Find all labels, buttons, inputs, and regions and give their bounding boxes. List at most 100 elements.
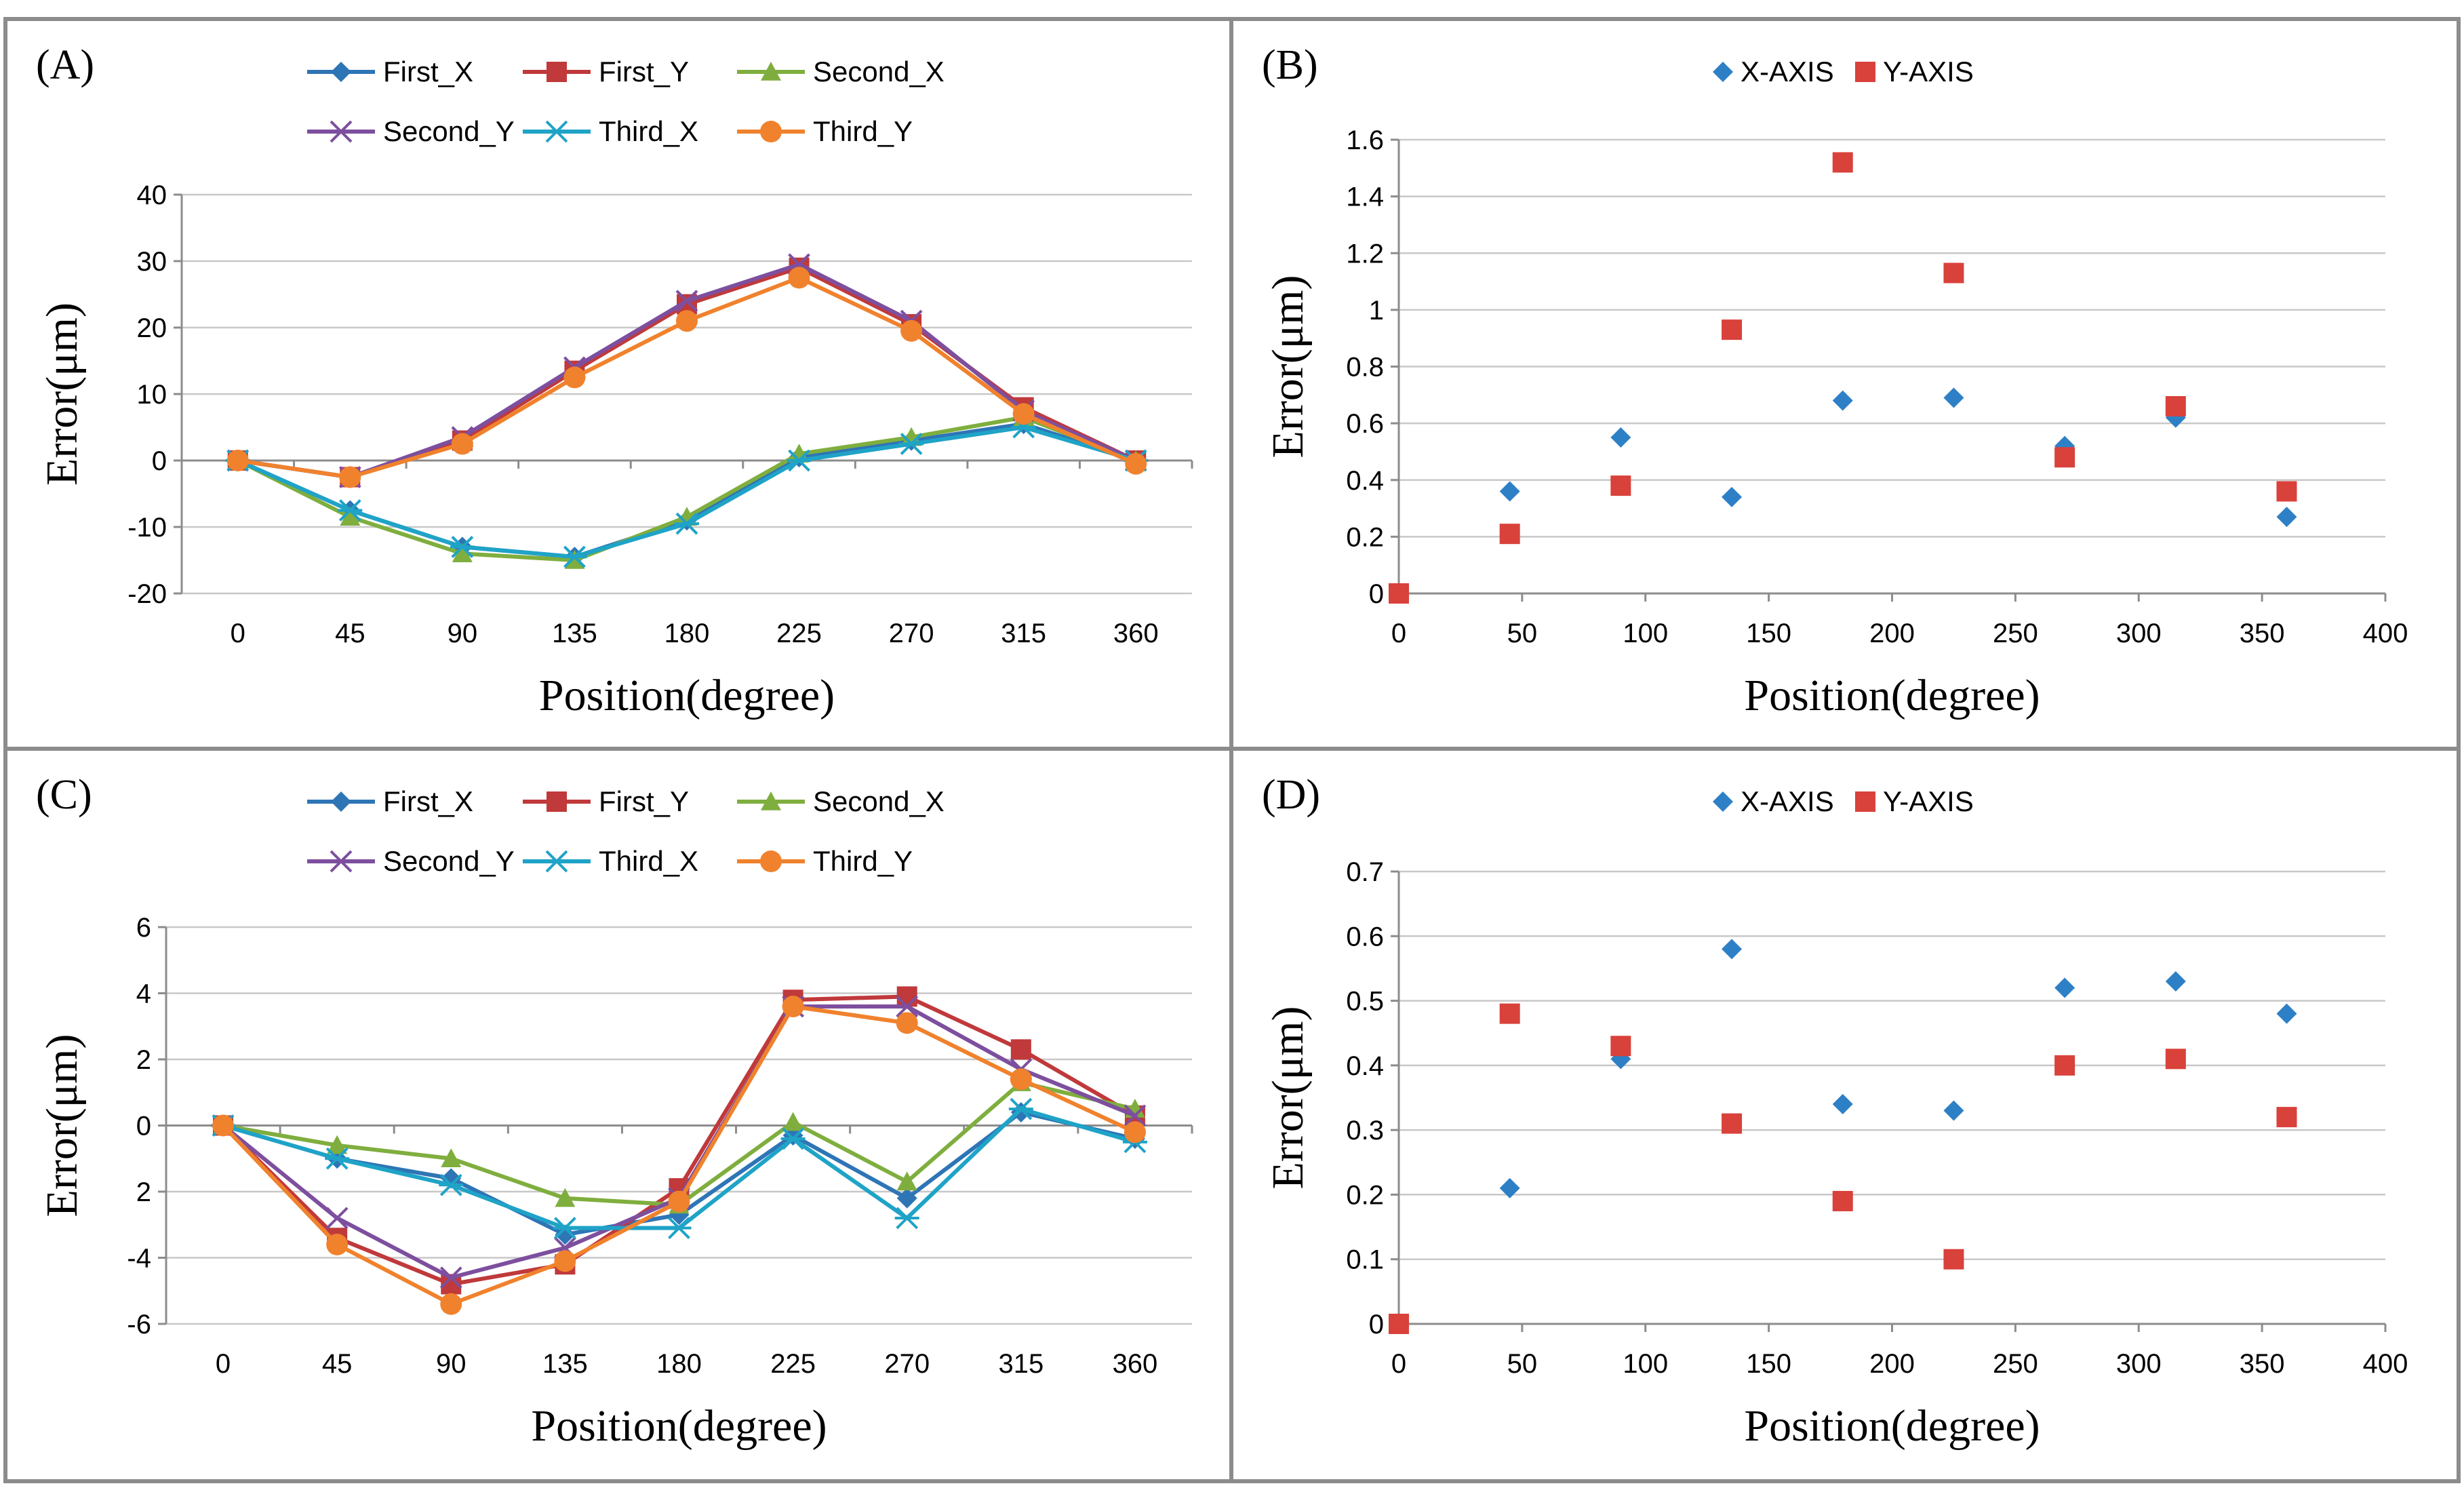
y-tick-label: 2 bbox=[136, 1177, 151, 1207]
data-point bbox=[1124, 1121, 1146, 1143]
y-tick-label: 0.6 bbox=[1346, 922, 1384, 952]
data-point bbox=[212, 1114, 235, 1137]
series-third-y bbox=[212, 996, 1146, 1315]
panel-b: (B) 0 0.2 0.4 0.6 0.8 1 1.2 1.4 1.6 0 50 100 150 200 25… bbox=[1229, 17, 2461, 751]
data-point bbox=[782, 1112, 803, 1131]
data-point bbox=[1124, 1104, 1147, 1127]
x-tick-label: 300 bbox=[2116, 1349, 2162, 1379]
x-tick-label: 0 bbox=[1391, 1349, 1406, 1379]
x-tick-label: 200 bbox=[1869, 1349, 1915, 1379]
y-tick-label: 0.8 bbox=[1346, 353, 1384, 383]
legend-label: Second_X bbox=[813, 56, 945, 87]
legend-item: Third_X bbox=[523, 845, 698, 877]
data-point bbox=[900, 319, 923, 342]
y-tick-label: 0.7 bbox=[1346, 857, 1384, 887]
data-point bbox=[1722, 486, 1743, 507]
data-point bbox=[1943, 387, 1964, 408]
data-point bbox=[896, 1012, 918, 1034]
x-tick-label: 350 bbox=[2240, 1349, 2285, 1379]
data-point bbox=[1010, 1068, 1032, 1091]
data-point bbox=[1722, 939, 1743, 960]
x-tick-label: 50 bbox=[1507, 619, 1538, 648]
x-tick-label: 100 bbox=[1623, 1349, 1668, 1379]
x-tick-label: 400 bbox=[2363, 619, 2408, 648]
y-tick-label: 0 bbox=[1369, 579, 1384, 609]
legend-label: Third_Y bbox=[813, 845, 913, 877]
data-point bbox=[668, 1190, 690, 1213]
x-tick-label: 400 bbox=[2363, 1349, 2408, 1379]
x-tick-label: 50 bbox=[1507, 1349, 1538, 1379]
legend-marker bbox=[1713, 62, 1733, 82]
data-point bbox=[675, 290, 698, 313]
y-tick-label: 30 bbox=[137, 247, 167, 277]
data-point bbox=[899, 433, 924, 455]
y-tick-label: 10 bbox=[137, 380, 167, 410]
x-tick-label: 300 bbox=[2116, 619, 2162, 648]
y-tick-label: 1.4 bbox=[1346, 182, 1384, 212]
x-tick-label: 225 bbox=[776, 619, 822, 648]
data-point bbox=[1610, 1036, 1631, 1057]
data-point bbox=[676, 310, 698, 332]
y-axis-title: Error(μm) bbox=[1263, 275, 1313, 458]
x-tick-label: 100 bbox=[1623, 619, 1668, 648]
data-point bbox=[896, 1188, 917, 1209]
data-point bbox=[226, 450, 249, 471]
y-tick-label: 0.4 bbox=[1346, 466, 1384, 496]
y-tick-label: 0.2 bbox=[1346, 522, 1384, 552]
x-tick-label: 90 bbox=[436, 1349, 466, 1379]
legend-label: X-AXIS bbox=[1741, 56, 1834, 87]
legend-label: Third_Y bbox=[813, 115, 913, 147]
panel-tag: (C) bbox=[36, 772, 92, 818]
legend-marker bbox=[544, 850, 569, 873]
legend-label: First_Y bbox=[599, 785, 689, 817]
y-tick-label: 0.2 bbox=[1346, 1180, 1384, 1210]
x-tick-label: 0 bbox=[1391, 619, 1406, 648]
legend-marker bbox=[544, 120, 569, 143]
series-y-axis bbox=[1389, 1003, 2297, 1334]
legend-item: Third_X bbox=[523, 115, 698, 147]
data-point bbox=[1610, 475, 1631, 496]
data-point bbox=[563, 366, 586, 389]
x-tick-label: 180 bbox=[656, 1349, 702, 1379]
legend-marker bbox=[760, 850, 782, 872]
data-point bbox=[1499, 1003, 1520, 1024]
legend-label: First_X bbox=[383, 56, 473, 87]
data-point bbox=[2054, 447, 2075, 468]
legend-marker bbox=[330, 120, 353, 143]
legend-item: Second_X bbox=[737, 785, 945, 817]
data-point bbox=[1610, 427, 1631, 448]
legend-marker bbox=[331, 791, 351, 812]
series-y-axis bbox=[1389, 152, 2297, 604]
x-tick-label: 360 bbox=[1113, 1349, 1158, 1379]
legend-item: Y-AXIS bbox=[1855, 56, 1974, 87]
legend-label: Second_Y bbox=[383, 115, 515, 147]
data-point bbox=[439, 1173, 464, 1196]
y-tick-label: -4 bbox=[127, 1244, 151, 1274]
legend-item: First_X bbox=[307, 56, 473, 87]
x-tick-label: 150 bbox=[1746, 619, 1791, 648]
panel-border bbox=[1229, 747, 2461, 1483]
x-tick-label: 350 bbox=[2240, 619, 2285, 648]
data-point bbox=[675, 512, 699, 535]
y-tick-label: 0.4 bbox=[1346, 1051, 1384, 1081]
legend-marker bbox=[1713, 791, 1733, 812]
data-point bbox=[1125, 452, 1147, 475]
panel-tag: (B) bbox=[1262, 42, 1318, 88]
legend-marker bbox=[547, 791, 567, 812]
x-tick-label: 150 bbox=[1746, 1349, 1791, 1379]
legend-label: X-AXIS bbox=[1741, 785, 1834, 817]
panel-tag: (D) bbox=[1262, 772, 1320, 818]
data-point bbox=[439, 1266, 462, 1289]
data-point bbox=[2165, 971, 2186, 992]
legend-marker bbox=[760, 121, 782, 142]
x-tick-label: 270 bbox=[884, 1349, 930, 1379]
x-tick-label: 45 bbox=[322, 1349, 353, 1379]
y-axis-title: Error(μm) bbox=[37, 302, 87, 486]
data-point bbox=[1832, 1094, 1853, 1115]
legend-label: Second_Y bbox=[383, 845, 515, 877]
x-tick-label: 45 bbox=[335, 619, 365, 648]
data-point bbox=[1722, 319, 1743, 340]
data-point bbox=[1008, 1097, 1033, 1120]
data-point bbox=[896, 1171, 917, 1191]
